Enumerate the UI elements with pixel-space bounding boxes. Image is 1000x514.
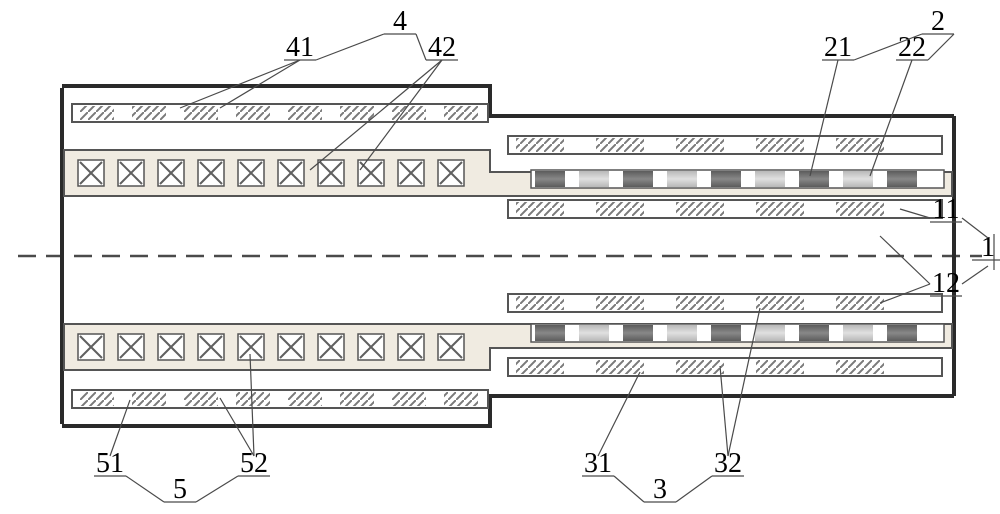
magnet-bot-cell (535, 325, 565, 341)
strip-top-right-cell (596, 138, 644, 152)
strip-bot-left-cell (80, 392, 114, 406)
strip-bot-left-cell (184, 392, 218, 406)
strip-bot-left-cell (444, 392, 478, 406)
strip-bot-right-cell (836, 360, 884, 374)
strip-top-left-cell (236, 106, 270, 120)
strip-top-left-cell (132, 106, 166, 120)
strip-inner-bot-cell (596, 296, 644, 310)
leader-2-22 (928, 34, 954, 60)
label-3: 3 (653, 474, 667, 505)
strip-top-left-cell (288, 106, 322, 120)
strip-top-left-cell (392, 106, 426, 120)
label-22: 22 (898, 32, 926, 63)
leader-12a (880, 236, 930, 284)
label-41: 41 (286, 32, 314, 63)
strip-bot-right-cell (516, 360, 564, 374)
strip-inner-bot-cell (676, 296, 724, 310)
label-42: 42 (428, 32, 456, 63)
strip-bot-left-cell (132, 392, 166, 406)
label-21: 21 (824, 32, 852, 63)
strip-inner-bot-cell (756, 296, 804, 310)
magnet-top-cell (623, 171, 653, 187)
strip-top-right-cell (836, 138, 884, 152)
magnet-bot-cell (799, 325, 829, 341)
label-51: 51 (96, 448, 124, 479)
magnet-top-cell (579, 171, 609, 187)
leader-3-31 (614, 476, 644, 502)
strip-inner-top-cell (596, 202, 644, 216)
strip-top-left-cell (80, 106, 114, 120)
strip-bot-left-cell (236, 392, 270, 406)
label-2: 2 (931, 6, 945, 37)
strip-bot-left-cell (340, 392, 374, 406)
strip-inner-bot-cell (516, 296, 564, 310)
magnet-top-cell (887, 171, 917, 187)
strip-top-left-cell (340, 106, 374, 120)
label-31: 31 (584, 448, 612, 479)
leader-1-12 (962, 266, 988, 284)
strip-inner-top-cell (516, 202, 564, 216)
magnet-bot-cell (755, 325, 785, 341)
label-4: 4 (393, 6, 407, 37)
magnet-bot-cell (887, 325, 917, 341)
magnet-top-cell (843, 171, 873, 187)
leader-5-51 (126, 476, 164, 502)
cross-section-diagram: 4414222122111123313255152 (0, 0, 1000, 514)
label-12: 12 (932, 268, 960, 299)
magnet-top-cell (667, 171, 697, 187)
leader-4-41 (316, 34, 384, 60)
strip-top-right-cell (516, 138, 564, 152)
leader-1-11 (962, 218, 988, 238)
leader-32a (720, 366, 728, 456)
magnet-bot-cell (667, 325, 697, 341)
magnet-top-cell (799, 171, 829, 187)
strip-bot-right-cell (596, 360, 644, 374)
leader-31 (598, 372, 640, 456)
strip-top-left-cell (444, 106, 478, 120)
drawing-body (18, 86, 982, 426)
magnet-top-cell (711, 171, 741, 187)
label-5: 5 (173, 474, 187, 505)
magnet-top-cell (535, 171, 565, 187)
leader-3-32 (676, 476, 712, 502)
strip-inner-bot-cell (836, 296, 884, 310)
strip-top-right-cell (676, 138, 724, 152)
strip-top-left-cell (184, 106, 218, 120)
magnet-bot-cell (579, 325, 609, 341)
strip-top-right-cell (756, 138, 804, 152)
leader-5-52 (196, 476, 238, 502)
label-11: 11 (933, 194, 960, 225)
label-1: 1 (981, 232, 995, 263)
strip-bot-left-cell (288, 392, 322, 406)
magnet-bot-cell (843, 325, 873, 341)
strip-bot-left-cell (392, 392, 426, 406)
leader-4-42 (416, 34, 426, 60)
strip-inner-top-cell (836, 202, 884, 216)
strip-bot-right-cell (676, 360, 724, 374)
magnet-bot-cell (711, 325, 741, 341)
strip-inner-top-cell (756, 202, 804, 216)
strip-bot-right-cell (756, 360, 804, 374)
magnet-top-cell (755, 171, 785, 187)
strip-inner-top-cell (676, 202, 724, 216)
magnet-bot-cell (623, 325, 653, 341)
